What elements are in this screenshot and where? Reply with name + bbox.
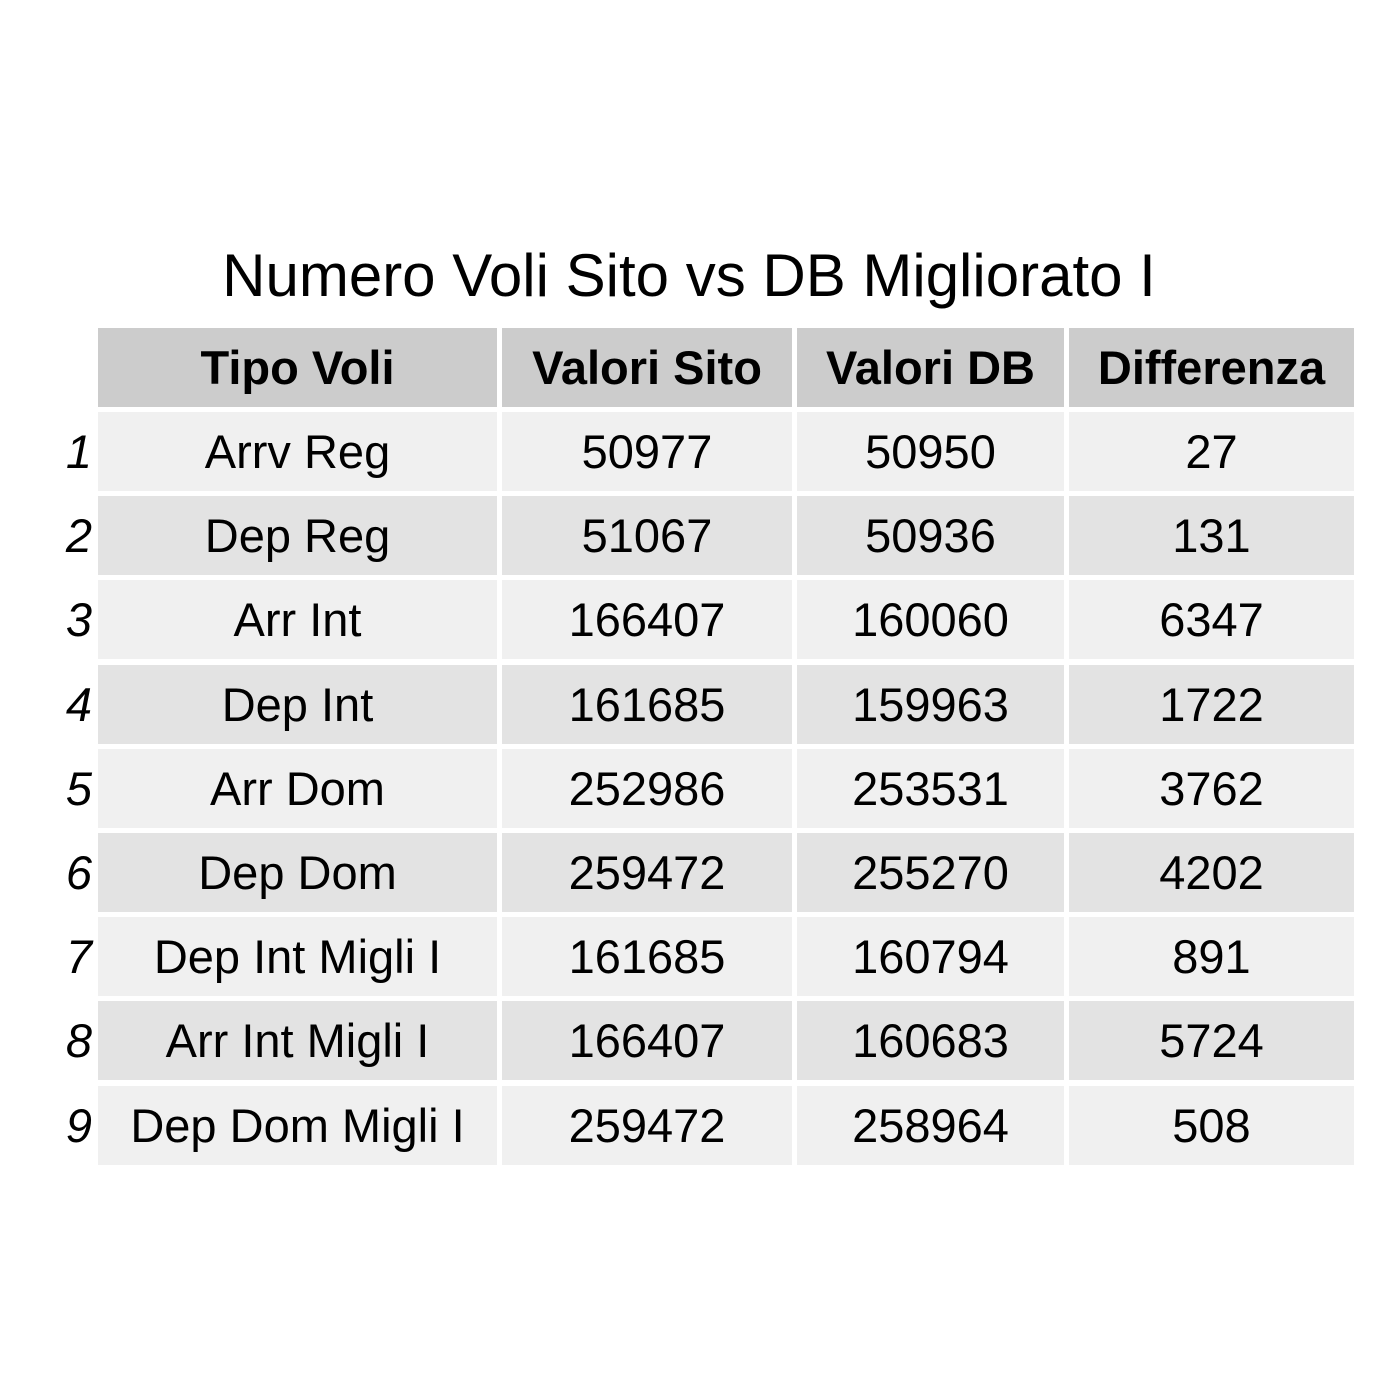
table-cell: 166407 bbox=[502, 1001, 792, 1080]
table-cell: 159963 bbox=[797, 665, 1064, 744]
table-cell: 160794 bbox=[797, 917, 1064, 996]
table-cell: 4202 bbox=[1069, 833, 1354, 912]
table-cell: 1722 bbox=[1069, 665, 1354, 744]
table-title: Numero Voli Sito vs DB Migliorato I bbox=[0, 236, 1378, 316]
table-cell: Dep Int Migli I bbox=[98, 917, 497, 996]
table-cell: 166407 bbox=[502, 580, 792, 659]
table-cell: 258964 bbox=[797, 1086, 1064, 1165]
table-cell: Dep Dom bbox=[98, 833, 497, 912]
row-number: 5 bbox=[65, 762, 92, 815]
row-number: 4 bbox=[65, 678, 92, 731]
table-cell: 253531 bbox=[797, 749, 1064, 828]
table-cell: 50950 bbox=[797, 412, 1064, 491]
table-cell: 50936 bbox=[797, 496, 1064, 575]
table-cell: 27 bbox=[1069, 412, 1354, 491]
column-header: Differenza bbox=[1069, 328, 1354, 407]
table-cell: Arr Int bbox=[98, 580, 497, 659]
table-cell: 160683 bbox=[797, 1001, 1064, 1080]
row-number: 7 bbox=[65, 930, 92, 983]
table-cell: 508 bbox=[1069, 1086, 1354, 1165]
table-cell: 6347 bbox=[1069, 580, 1354, 659]
table-cell: 50977 bbox=[502, 412, 792, 491]
table-cell: 252986 bbox=[502, 749, 792, 828]
row-number: 1 bbox=[65, 425, 92, 478]
table-cell: Arrv Reg bbox=[98, 412, 497, 491]
row-number: 2 bbox=[65, 509, 92, 562]
row-number: 9 bbox=[65, 1099, 92, 1152]
table-cell: 131 bbox=[1069, 496, 1354, 575]
column-header: Valori DB bbox=[797, 328, 1064, 407]
row-number: 3 bbox=[65, 593, 92, 646]
table-cell: Dep Int bbox=[98, 665, 497, 744]
table-cell: 161685 bbox=[502, 665, 792, 744]
table-cell: 5724 bbox=[1069, 1001, 1354, 1080]
table-cell: Arr Dom bbox=[98, 749, 497, 828]
table-cell: Arr Int Migli I bbox=[98, 1001, 497, 1080]
table-cell: 161685 bbox=[502, 917, 792, 996]
table-cell: 259472 bbox=[502, 833, 792, 912]
row-number: 8 bbox=[65, 1014, 92, 1067]
table-title-text: Numero Voli Sito vs DB Migliorato I bbox=[222, 242, 1156, 309]
table-cell: 891 bbox=[1069, 917, 1354, 996]
table-cell: 3762 bbox=[1069, 749, 1354, 828]
column-header: Tipo Voli bbox=[98, 328, 497, 407]
column-header: Valori Sito bbox=[502, 328, 792, 407]
table-cell: 259472 bbox=[502, 1086, 792, 1165]
row-number: 6 bbox=[65, 846, 92, 899]
table-cell: Dep Reg bbox=[98, 496, 497, 575]
table-cell: Dep Dom Migli I bbox=[98, 1086, 497, 1165]
table-cell: 51067 bbox=[502, 496, 792, 575]
table-cell: 255270 bbox=[797, 833, 1064, 912]
table-cell: 160060 bbox=[797, 580, 1064, 659]
